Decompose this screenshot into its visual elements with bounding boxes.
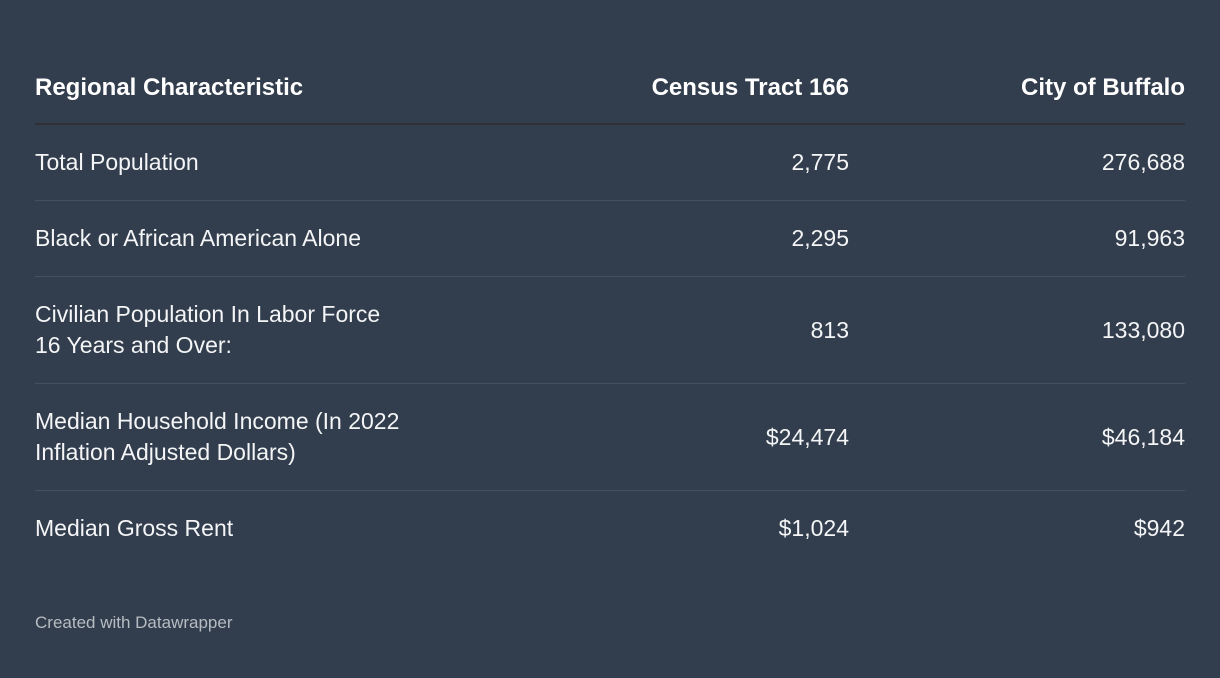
cell-tract-value: 813 <box>525 276 849 384</box>
table-row: Median Household Income (In 2022 Inflati… <box>35 383 1185 491</box>
table-row: Median Gross Rent $1,024 $942 <box>35 491 1185 567</box>
table-row: Civilian Population In Labor Force 16 Ye… <box>35 276 1185 384</box>
cell-tract-value: $1,024 <box>778 515 849 541</box>
cell-tract-value: 2,775 <box>525 124 849 201</box>
cell-tract-value: 2,295 <box>525 200 849 277</box>
credit-line: Created with Datawrapper <box>35 612 1185 633</box>
table-header: Regional Characteristic Census Tract 166… <box>35 74 1185 125</box>
row-label-civilian-population-in-labor-force: Civilian Population In Labor Force 16 Ye… <box>35 276 525 384</box>
column-header-regional-characteristic: Regional Characteristic <box>35 74 525 125</box>
table-body: Total Population 2,775 276,688 Black or … <box>35 124 1185 566</box>
regional-characteristics-table: Regional Characteristic Census Tract 166… <box>35 74 1185 566</box>
row-label-median-household-income: Median Household Income (In 2022 Inflati… <box>35 383 525 491</box>
cell-tract-value: $24,474 <box>525 383 849 491</box>
column-header-city-of-buffalo: City of Buffalo <box>849 74 1185 125</box>
table-row: Total Population 2,775 276,688 <box>35 124 1185 201</box>
cell-city-value: 133,080 <box>849 276 1185 384</box>
header-row: Regional Characteristic Census Tract 166… <box>35 74 1185 125</box>
cell-city-value: $46,184 <box>849 383 1185 491</box>
row-label-total-population: Total Population <box>35 124 525 201</box>
cell-city-value: 276,688 <box>849 124 1185 201</box>
row-label-black-or-african-american-alone: Black or African American Alone <box>35 200 525 277</box>
table-row: Black or African American Alone 2,295 91… <box>35 200 1185 277</box>
cell-city-value: 91,963 <box>849 200 1185 277</box>
datawrapper-credit-link[interactable]: Created with Datawrapper <box>35 613 233 632</box>
column-header-census-tract-166: Census Tract 166 <box>525 74 849 125</box>
cell-city-value: $942 <box>1133 515 1185 541</box>
row-label-median-gross-rent: Median Gross Rent <box>35 515 234 541</box>
